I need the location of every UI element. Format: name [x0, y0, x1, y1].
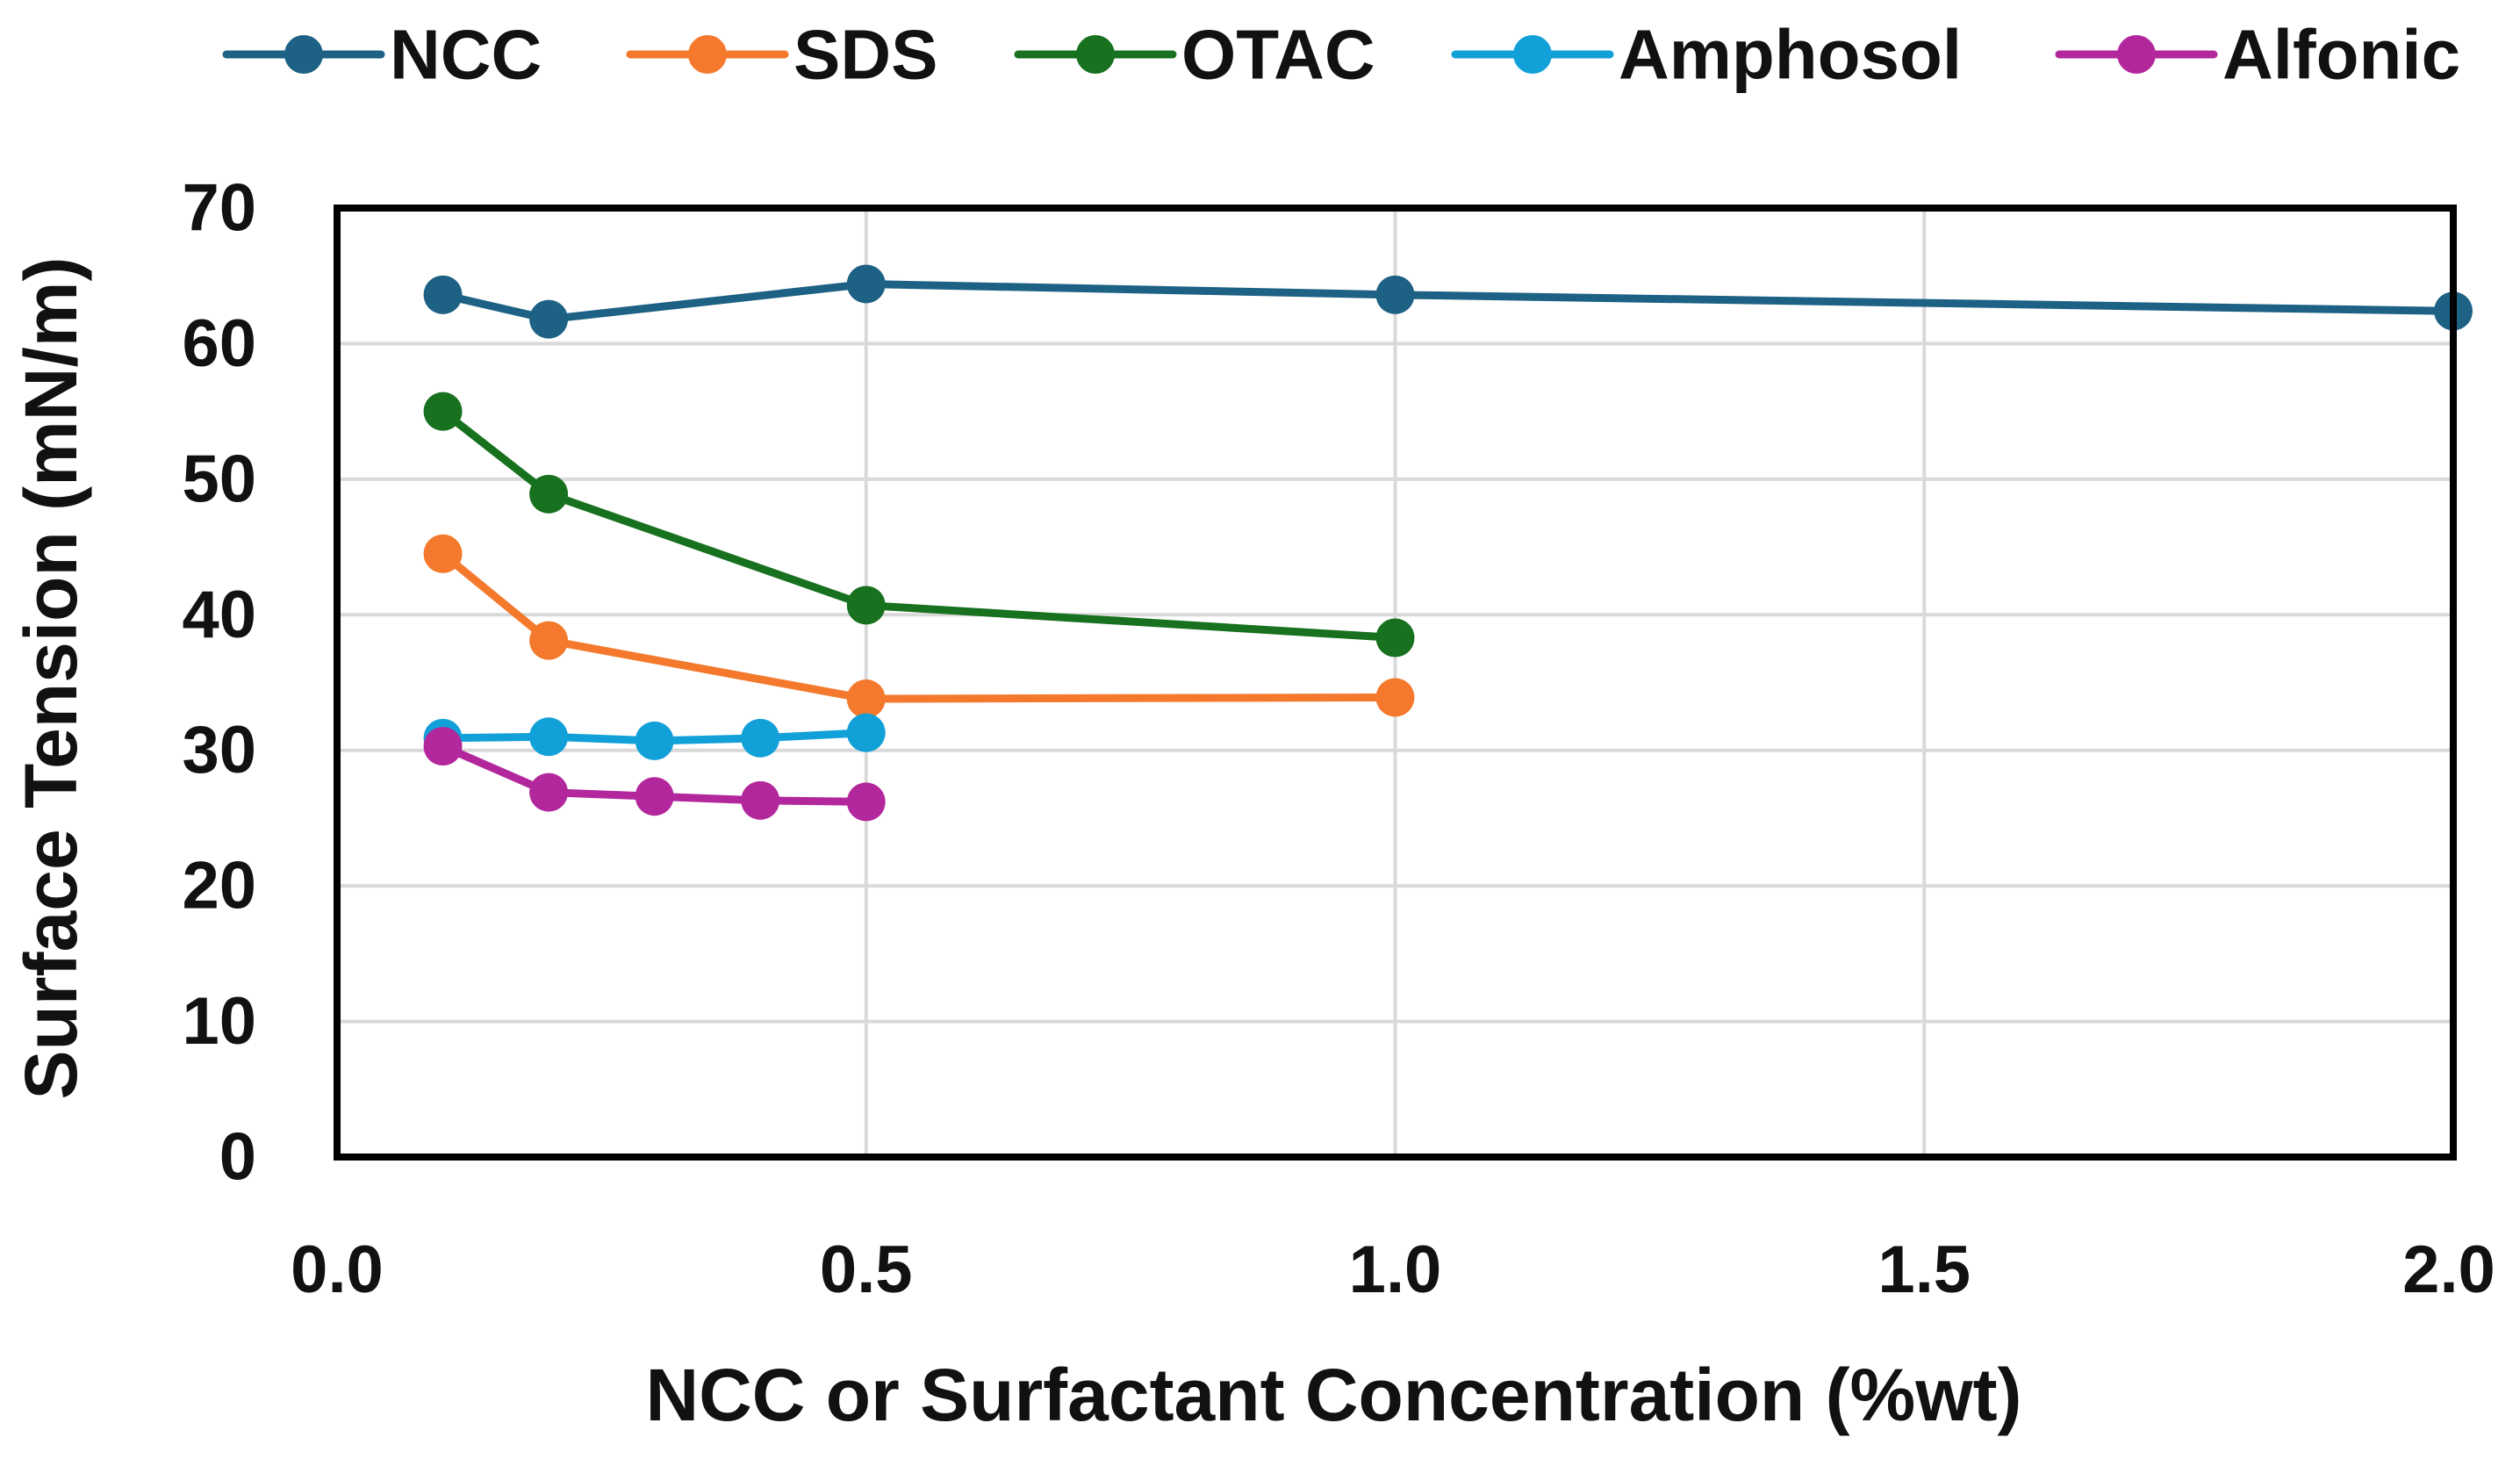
series-line-ncc: [439, 279, 2458, 324]
data-point-ncc: [529, 299, 569, 339]
series-line-otac: [439, 407, 1399, 643]
data-point-alfonic: [529, 773, 569, 812]
series-ncc: [423, 264, 2473, 339]
data-point-ncc: [1375, 275, 1415, 314]
x-axis-tick-labels: 0.0 0.5 1.0 1.5 2.0: [291, 1233, 2495, 1307]
legend-item-alfonic: Alfonic: [2055, 16, 2460, 94]
series-sds: [423, 534, 1415, 719]
data-point-alfonic: [741, 780, 780, 820]
y-tick-label: 50: [182, 442, 256, 516]
data-point-ncc: [423, 275, 463, 314]
data-point-ncc: [846, 264, 886, 304]
y-tick-label: 40: [182, 578, 256, 652]
data-point-amphosol: [846, 713, 886, 752]
y-axis-title: Surface Tension (mN/m): [10, 257, 92, 1100]
legend-label-sds: SDS: [793, 16, 938, 94]
x-tick-label: 0.5: [820, 1233, 913, 1307]
legend-label-otac: OTAC: [1181, 16, 1375, 94]
y-tick-label: 20: [182, 849, 256, 924]
plot-area-border: [334, 205, 2457, 1161]
legend-marker-ncc: [284, 35, 323, 74]
legend-item-ncc: NCC: [222, 16, 542, 94]
data-point-alfonic: [846, 782, 886, 822]
x-tick-label: 0.0: [291, 1233, 384, 1307]
y-tick-label: 60: [182, 306, 256, 381]
legend-item-otac: OTAC: [1014, 16, 1375, 94]
x-axis-title: NCC or Surfactant Concentration (%wt): [645, 1354, 2021, 1436]
legend: NCC SDS OTAC Amphosol Alfonic: [222, 16, 2460, 94]
y-tick-label: 70: [182, 171, 256, 246]
data-point-sds: [1375, 678, 1415, 717]
y-tick-label: 30: [182, 713, 256, 787]
x-tick-label: 2.0: [2402, 1233, 2495, 1307]
y-tick-label: 10: [182, 984, 256, 1059]
data-point-amphosol: [741, 718, 780, 758]
data-point-otac: [529, 474, 569, 514]
data-point-alfonic: [423, 727, 463, 766]
series-otac: [423, 392, 1415, 658]
y-axis-tick-labels: 0 10 20 30 40 50 60 70: [182, 171, 256, 1195]
data-point-otac: [423, 392, 463, 431]
data-point-amphosol: [529, 717, 569, 757]
data-point-amphosol: [635, 721, 674, 760]
series-alfonic: [423, 727, 886, 822]
x-tick-label: 1.0: [1349, 1233, 1442, 1307]
data-point-otac: [846, 586, 886, 625]
legend-marker-amphosol: [1513, 35, 1552, 74]
data-point-alfonic: [635, 777, 674, 816]
data-point-otac: [1375, 618, 1415, 658]
data-point-sds: [529, 621, 569, 660]
legend-label-ncc: NCC: [390, 16, 542, 94]
series-amphosol: [423, 713, 886, 760]
legend-item-amphosol: Amphosol: [1451, 16, 1962, 94]
legend-marker-sds: [688, 35, 727, 74]
data-point-sds: [423, 534, 463, 573]
x-tick-label: 1.5: [1877, 1233, 1971, 1307]
data-point-sds: [846, 679, 886, 719]
legend-label-alfonic: Alfonic: [2222, 16, 2460, 94]
legend-item-sds: SDS: [626, 16, 938, 94]
y-tick-label: 0: [219, 1120, 256, 1195]
legend-marker-otac: [1076, 35, 1115, 74]
series-line-sds: [439, 550, 1399, 703]
series-layer: [423, 264, 2473, 822]
legend-label-amphosol: Amphosol: [1619, 16, 1962, 94]
legend-marker-alfonic: [2117, 35, 2156, 74]
